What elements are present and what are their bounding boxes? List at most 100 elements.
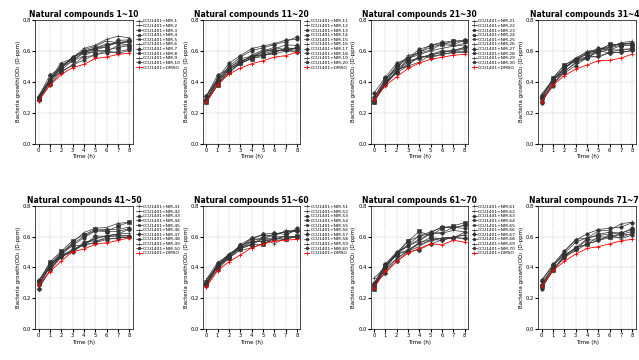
CCU1401+NM-54 xyxy=(293,235,301,239)
CCU1401+NM-29 xyxy=(449,44,457,49)
CCU1401+DMSO xyxy=(549,268,557,273)
X-axis label: Time (h): Time (h) xyxy=(240,340,263,345)
CCU1401+NM-16 xyxy=(225,65,233,69)
X-axis label: Time (h): Time (h) xyxy=(72,340,95,345)
Line: CCU1401+NM-47: CCU1401+NM-47 xyxy=(37,228,131,291)
CCU1401+NM-22 xyxy=(393,69,401,73)
CCU1401+NM-7 xyxy=(114,38,122,42)
CCU1401+NM-34 xyxy=(617,48,625,53)
CCU1401+NM-59 xyxy=(270,242,278,246)
CCU1401+NM-23 xyxy=(404,56,412,60)
CCU1401+DMSO xyxy=(270,55,278,59)
CCU1401+NM-10 xyxy=(103,51,111,55)
Y-axis label: Bacteria growth(OD₂ (D-ppm): Bacteria growth(OD₂ (D-ppm) xyxy=(183,41,189,122)
CCU1401+NM-58 xyxy=(203,283,210,287)
CCU1401+NM-44 xyxy=(58,250,65,255)
CCU1401+NM-7 xyxy=(103,45,111,49)
CCU1401+NM-16 xyxy=(293,45,301,50)
CCU1401+NM-17 xyxy=(293,50,301,54)
CCU1401+NM-71 xyxy=(549,265,557,269)
CCU1401+NM-69 xyxy=(370,282,378,286)
CCU1401+NM-9 xyxy=(114,40,122,45)
CCU1401+NM-54 xyxy=(236,246,244,251)
CCU1401+NM-59 xyxy=(259,237,267,241)
CCU1401+NM-22 xyxy=(370,95,378,99)
CCU1401+NM-40 xyxy=(549,81,557,85)
Line: CCU1401+DMSO: CCU1401+DMSO xyxy=(36,235,132,288)
CCU1401+NM-45 xyxy=(91,227,99,231)
Line: CCU1401+NM-75: CCU1401+NM-75 xyxy=(540,230,634,287)
Line: CCU1401+NM-46: CCU1401+NM-46 xyxy=(36,233,132,290)
CCU1401+NM-59 xyxy=(282,236,289,240)
CCU1401+NM-17 xyxy=(236,59,244,63)
CCU1401+NM-67 xyxy=(393,259,401,264)
CCU1401+NM-54 xyxy=(225,253,233,257)
CCU1401+NM-56 xyxy=(236,248,244,252)
CCU1401+NM-78 xyxy=(606,231,613,236)
Line: CCU1401+NM-77: CCU1401+NM-77 xyxy=(540,228,634,287)
CCU1401+NM-42 xyxy=(58,254,65,258)
CCU1401+DMSO xyxy=(381,269,389,274)
CCU1401+NM-19 xyxy=(282,48,289,52)
CCU1401+NM-27 xyxy=(427,53,435,57)
CCU1401+NM-47 xyxy=(58,253,65,257)
CCU1401+NM-70 xyxy=(461,226,468,230)
CCU1401+NM-26 xyxy=(381,83,389,87)
Line: CCU1401+NM-70: CCU1401+NM-70 xyxy=(373,226,466,285)
Line: CCU1401+NM-8: CCU1401+NM-8 xyxy=(37,40,131,102)
CCU1401+NM-71 xyxy=(538,284,546,288)
CCU1401+NM-19 xyxy=(203,100,210,105)
CCU1401+NM-42 xyxy=(69,248,77,252)
CCU1401+NM-30 xyxy=(461,38,468,42)
CCU1401+NM-10 xyxy=(125,47,133,51)
CCU1401+NM-34 xyxy=(629,47,636,51)
CCU1401+NM-26 xyxy=(427,53,435,57)
CCU1401+NM-69 xyxy=(381,264,389,268)
Line: CCU1401+NM-5: CCU1401+NM-5 xyxy=(37,44,131,101)
CCU1401+NM-50 xyxy=(114,233,122,238)
CCU1401+NM-36 xyxy=(538,97,546,102)
CCU1401+NM-1 xyxy=(69,59,77,63)
CCU1401+NM-65 xyxy=(381,264,389,269)
CCU1401+NM-78 xyxy=(560,252,568,256)
CCU1401+NM-74 xyxy=(606,234,613,238)
CCU1401+NM-60 xyxy=(203,283,210,287)
Line: CCU1401+NM-2: CCU1401+NM-2 xyxy=(36,34,132,103)
CCU1401+NM-54 xyxy=(203,281,210,285)
CCU1401+NM-44 xyxy=(80,235,88,240)
CCU1401+NM-43 xyxy=(35,283,42,287)
CCU1401+NM-6 xyxy=(46,77,54,82)
Line: CCU1401+NM-53: CCU1401+NM-53 xyxy=(204,229,298,288)
Line: CCU1401+NM-55: CCU1401+NM-55 xyxy=(204,234,298,284)
CCU1401+DMSO xyxy=(538,284,546,288)
CCU1401+DMSO xyxy=(91,56,99,60)
CCU1401+NM-51 xyxy=(259,235,267,240)
CCU1401+NM-40 xyxy=(583,55,591,60)
CCU1401+DMSO xyxy=(393,75,401,79)
CCU1401+NM-34 xyxy=(572,57,580,61)
CCU1401+DMSO xyxy=(381,84,389,88)
CCU1401+NM-16 xyxy=(236,59,244,63)
CCU1401+NM-78 xyxy=(583,236,591,240)
CCU1401+NM-52 xyxy=(248,237,256,241)
CCU1401+NM-1 xyxy=(114,43,122,48)
CCU1401+NM-46 xyxy=(125,234,133,238)
CCU1401+NM-7 xyxy=(125,38,133,42)
CCU1401+NM-51 xyxy=(203,278,210,282)
CCU1401+DMSO xyxy=(293,50,301,54)
CCU1401+NM-45 xyxy=(58,249,65,254)
CCU1401+DMSO xyxy=(449,238,457,243)
CCU1401+NM-33 xyxy=(538,101,546,105)
CCU1401+NM-23 xyxy=(449,39,457,43)
CCU1401+NM-39 xyxy=(583,51,591,55)
CCU1401+NM-24 xyxy=(370,95,378,99)
CCU1401+NM-61 xyxy=(393,257,401,261)
CCU1401+DMSO xyxy=(415,61,423,65)
CCU1401+NM-69 xyxy=(427,231,435,236)
CCU1401+NM-70 xyxy=(415,237,423,242)
CCU1401+NM-53 xyxy=(248,237,256,241)
CCU1401+NM-9 xyxy=(103,44,111,49)
CCU1401+NM-46 xyxy=(91,237,99,241)
CCU1401+NM-31 xyxy=(629,39,636,43)
CCU1401+NM-37 xyxy=(560,70,568,74)
